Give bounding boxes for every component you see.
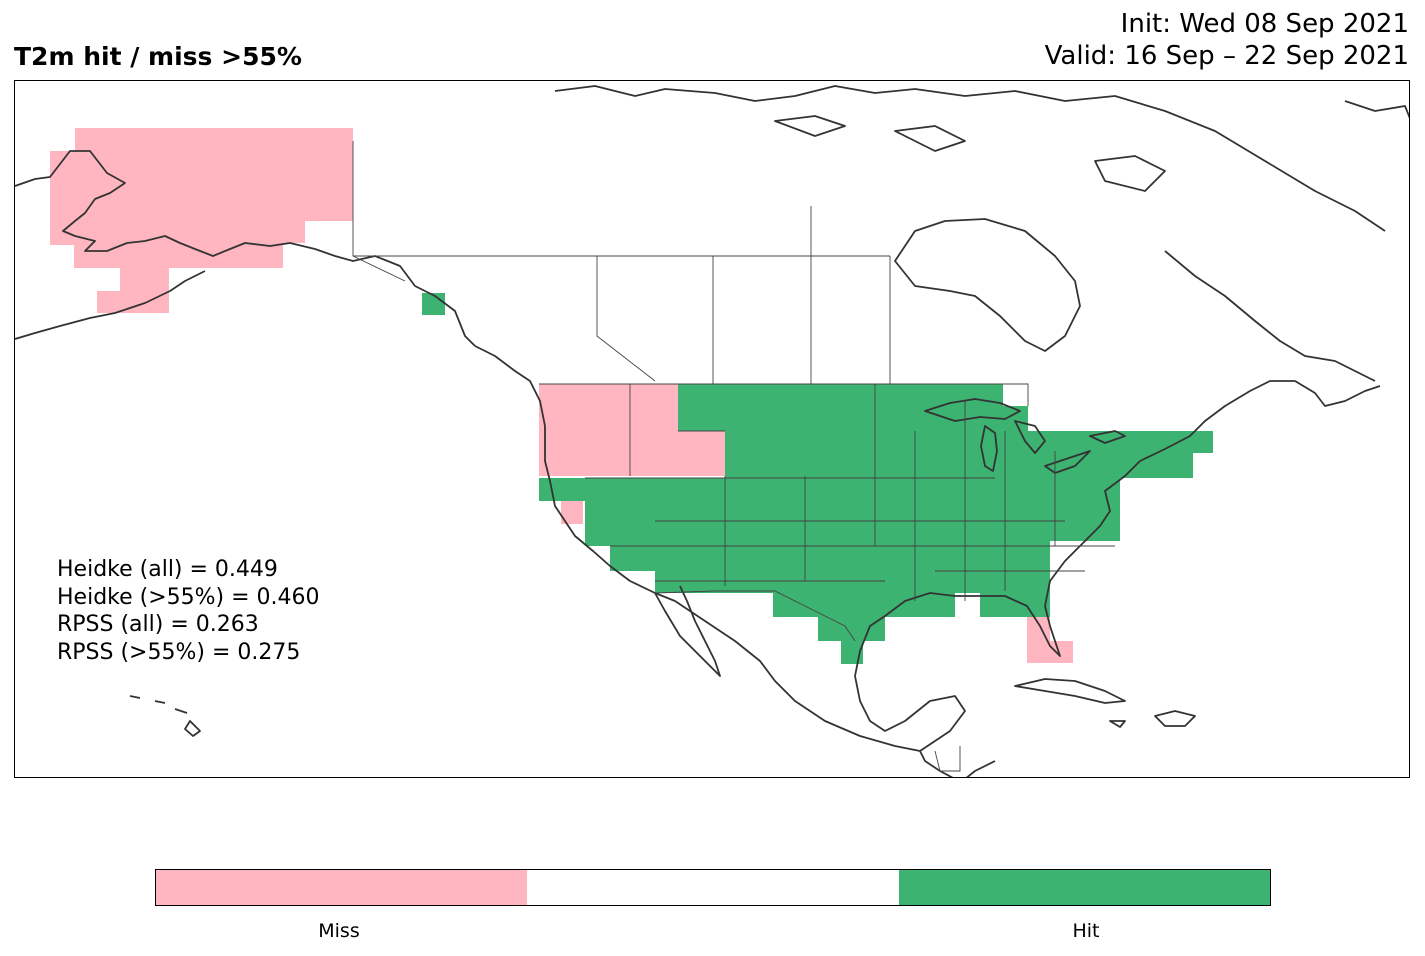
map-panel [14,80,1410,778]
hudson-bay [894,218,1081,352]
colorbar-label-miss: Miss [318,920,360,942]
hispaniola [1154,710,1196,727]
rpss-all-score: RPSS (all) = 0.263 [57,612,259,637]
gulf-coast [854,380,1381,752]
hit-region-conus [539,384,1213,664]
arctic-islands [554,85,1386,232]
us-mexico-border [654,590,856,642]
heidke-55-score: Heidke (>55%) = 0.460 [57,584,320,610]
hit-cell-alaska-panhandle [422,293,445,315]
mexico-guatemala-border [934,746,961,772]
north-america-map [15,85,1409,777]
init-date: Init: Wed 08 Sep 2021 [1120,9,1409,39]
colorbar-hit-segment [898,870,1270,905]
hit-cell-florida-panhandle [1005,593,1050,617]
us-states [585,384,1115,601]
miss-region-northwest [539,384,725,476]
labrador-coast [1164,250,1376,382]
arctic-island-4 [1094,155,1166,192]
coastlines [15,85,1409,777]
alaska-coast [15,150,476,347]
lake-huron [1014,420,1046,454]
aleutian-chain [15,270,206,340]
pacific-coast [474,345,721,677]
hit-cells [422,293,1213,664]
canada-provinces [353,206,891,384]
colorbar-label-hit: Hit [1072,920,1100,942]
miss-region-alaska [50,128,353,313]
rpss-55-score: RPSS (>55%) = 0.275 [57,639,301,665]
hawaii-islands [129,695,201,737]
colorbar-miss-segment [156,870,528,905]
colorbar-neutral-segment [527,870,899,905]
colorbar [155,869,1271,906]
map-title: T2m hit / miss >55% [14,42,302,71]
arctic-island-3 [894,125,966,152]
cuba [1014,678,1126,704]
canada-alaska-border [352,141,406,282]
miss-region-florida-south [1027,617,1073,663]
miss-cell-california [561,501,583,524]
canada-us-border [539,383,1029,406]
lake-ontario [1089,430,1126,444]
arctic-island-2 [774,115,846,137]
skill-scores: Heidke (all) = 0.449 Heidke (>55%) = 0.4… [57,556,320,666]
mexico-west-coast [654,592,921,752]
lake-erie [1044,450,1091,474]
forecast-dates: Init: Wed 08 Sep 2021 Valid: 16 Sep – 22… [1045,8,1409,72]
political-borders [352,141,1115,772]
lake-michigan [980,425,998,472]
valid-dates: Valid: 16 Sep – 22 Sep 2021 [1044,41,1409,71]
central-america [919,750,996,777]
jamaica [1109,720,1126,728]
greenland-edge [1344,100,1409,119]
heidke-all-score: Heidke (all) = 0.449 [57,557,278,582]
lake-superior [924,398,1021,422]
